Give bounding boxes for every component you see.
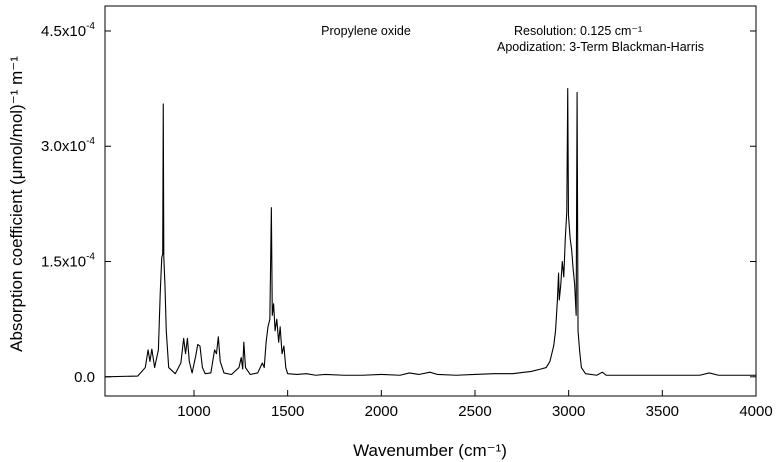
chart-title: Propylene oxide — [321, 24, 411, 38]
spectrum-line — [104, 88, 756, 378]
y-tick-label: 3.0x10-4 — [41, 136, 95, 155]
x-axis-title: Wavenumber (cm⁻¹) — [353, 441, 507, 460]
y-tick-label: 0.0 — [74, 369, 95, 386]
x-tick-label: 1500 — [271, 403, 304, 420]
x-tick-label: 2000 — [365, 403, 398, 420]
plot-frame — [104, 5, 757, 397]
x-tick-label: 3000 — [552, 403, 585, 420]
y-tick-label: 4.5x10-4 — [41, 21, 95, 40]
x-tick-label: 4000 — [739, 403, 772, 420]
x-tick-label: 2500 — [458, 403, 491, 420]
x-tick-label: 1000 — [177, 403, 210, 420]
series-group — [104, 88, 756, 378]
y-axis-title: Absorption coefficient (μmol/mol)⁻¹ m⁻¹ — [7, 56, 26, 352]
apodization-annotation: Apodization: 3-Term Blackman-Harris — [497, 40, 704, 54]
x-tick-label: 3500 — [646, 403, 679, 420]
y-tick-label: 1.5x10-4 — [41, 252, 95, 271]
y-axis-ticks: 0.0 1.5x10-4 3.0x10-4 4.5x10-4 — [41, 21, 756, 386]
resolution-annotation: Resolution: 0.125 cm⁻¹ — [514, 24, 642, 38]
x-axis-ticks: 1000 1500 2000 2500 3000 3500 4000 — [177, 390, 773, 420]
